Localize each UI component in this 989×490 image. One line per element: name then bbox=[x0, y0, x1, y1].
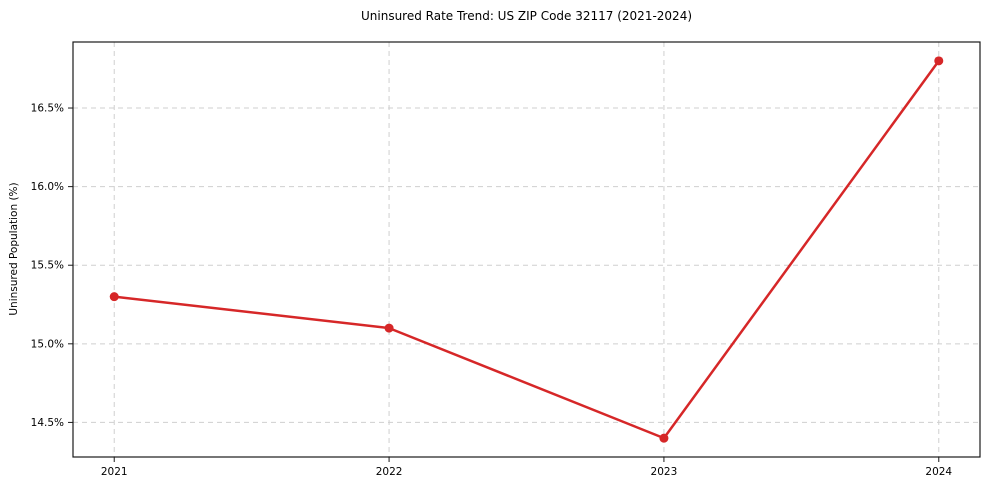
x-tick-label: 2023 bbox=[651, 466, 678, 478]
chart-title: Uninsured Rate Trend: US ZIP Code 32117 … bbox=[360, 9, 693, 23]
data-point-marker bbox=[659, 433, 669, 443]
y-tick-label: 16.5% bbox=[31, 103, 64, 115]
data-point-marker bbox=[109, 292, 119, 302]
y-tick-label: 16.0% bbox=[31, 181, 64, 193]
data-point-marker bbox=[384, 323, 394, 333]
x-tick-label: 2022 bbox=[376, 466, 403, 478]
y-tick-label: 15.5% bbox=[31, 260, 64, 272]
plot-frame bbox=[72, 41, 981, 458]
y-tick-label: 15.0% bbox=[31, 338, 64, 350]
data-point-marker bbox=[934, 56, 944, 66]
x-tick-label: 2021 bbox=[101, 466, 128, 478]
trend-line bbox=[112, 59, 941, 440]
y-tick-label: 14.5% bbox=[31, 417, 64, 429]
x-tick-label: 2024 bbox=[925, 466, 952, 478]
